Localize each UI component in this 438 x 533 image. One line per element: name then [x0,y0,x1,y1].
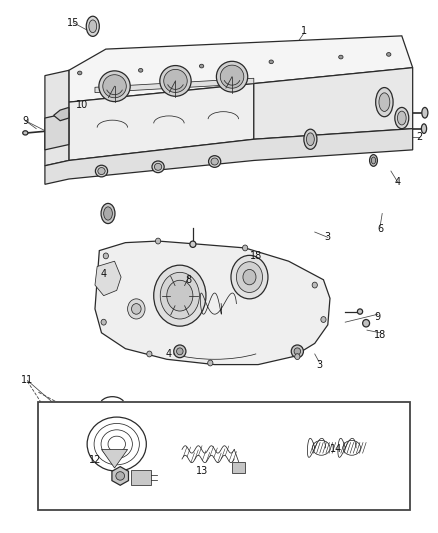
Polygon shape [45,70,69,166]
Ellipse shape [199,64,204,68]
Ellipse shape [99,71,130,102]
Ellipse shape [23,131,28,135]
Ellipse shape [339,55,343,59]
Polygon shape [45,113,69,150]
Ellipse shape [127,299,145,319]
Ellipse shape [321,317,326,322]
Text: 6: 6 [377,224,383,235]
Text: 4: 4 [166,349,172,359]
Text: 14: 14 [330,445,343,455]
Text: 18: 18 [250,251,262,261]
Ellipse shape [155,238,161,244]
Ellipse shape [304,129,317,149]
Text: 15: 15 [67,18,79,28]
Ellipse shape [379,93,390,111]
Ellipse shape [291,345,304,358]
Polygon shape [53,108,69,120]
Ellipse shape [294,348,300,355]
Ellipse shape [164,69,187,92]
Ellipse shape [237,262,262,293]
Text: 9: 9 [22,116,28,126]
Ellipse shape [363,319,370,327]
Ellipse shape [395,108,409,128]
Text: 8: 8 [185,274,191,285]
Polygon shape [45,128,413,184]
Ellipse shape [131,304,141,314]
Ellipse shape [177,348,183,355]
Text: 18: 18 [374,330,386,341]
Polygon shape [69,84,254,160]
Ellipse shape [103,75,126,98]
Ellipse shape [152,161,164,173]
Ellipse shape [387,53,391,56]
Ellipse shape [101,319,106,325]
Ellipse shape [98,167,105,175]
Ellipse shape [160,66,191,96]
Ellipse shape [101,204,115,223]
Polygon shape [95,261,121,296]
Ellipse shape [160,272,199,319]
Polygon shape [254,68,413,139]
Ellipse shape [422,108,428,118]
Ellipse shape [211,158,218,165]
Text: 3: 3 [325,232,331,243]
Ellipse shape [307,133,314,146]
Ellipse shape [155,163,162,171]
Ellipse shape [78,71,82,75]
Text: 4: 4 [101,270,107,279]
Ellipse shape [220,65,244,88]
Ellipse shape [370,155,378,166]
Ellipse shape [167,280,193,311]
Ellipse shape [174,345,186,358]
Ellipse shape [216,61,248,92]
Polygon shape [69,36,413,102]
Text: 1: 1 [301,26,307,36]
Bar [232,462,245,473]
Polygon shape [95,78,254,93]
Ellipse shape [89,20,97,33]
Text: 12: 12 [89,455,101,465]
Ellipse shape [86,16,99,36]
Ellipse shape [269,60,273,63]
Polygon shape [102,449,127,468]
Text: 4: 4 [394,176,400,187]
Text: 2: 2 [416,132,422,142]
Ellipse shape [357,309,363,314]
Ellipse shape [95,165,108,177]
Ellipse shape [312,282,318,288]
Ellipse shape [190,241,196,247]
Text: 13: 13 [195,466,208,475]
Ellipse shape [147,351,152,357]
Ellipse shape [397,111,406,125]
Ellipse shape [376,87,393,117]
Polygon shape [95,241,330,365]
Ellipse shape [243,245,248,251]
Text: 10: 10 [76,100,88,110]
Ellipse shape [154,265,206,326]
Ellipse shape [243,269,256,285]
Ellipse shape [421,124,427,133]
Ellipse shape [208,360,213,366]
Polygon shape [112,466,128,485]
Ellipse shape [371,157,376,164]
Ellipse shape [208,156,221,167]
Ellipse shape [295,354,300,360]
Bar [39,402,410,511]
Bar [131,470,151,486]
Ellipse shape [116,472,124,480]
Text: 11: 11 [21,375,34,385]
Ellipse shape [231,255,268,299]
Text: 9: 9 [375,312,381,322]
Ellipse shape [104,207,113,220]
Ellipse shape [103,253,109,259]
Ellipse shape [138,68,143,72]
Text: 3: 3 [316,360,322,369]
